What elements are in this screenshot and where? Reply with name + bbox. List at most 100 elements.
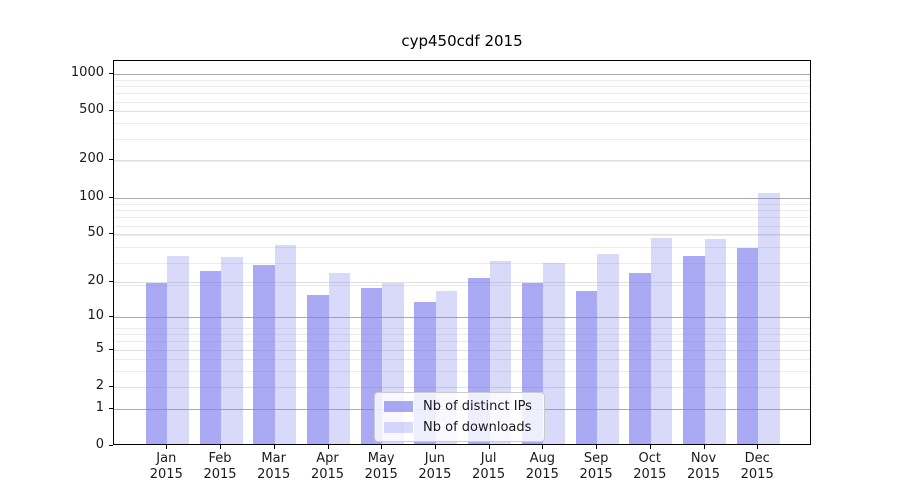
distinct-ips-swatch-icon: [384, 401, 413, 412]
x-tick-year: 2015: [686, 467, 721, 482]
y-tick-label-5: 5: [95, 340, 104, 356]
bar-jan-distinct-ips: [145, 282, 168, 444]
bar-jan-downloads: [167, 255, 189, 444]
x-tick-month: Sep: [583, 451, 609, 466]
y-tick-mark: [109, 110, 113, 112]
x-tick-label-nov: Nov 2015: [676, 451, 732, 483]
x-tick-mark: [166, 445, 168, 449]
x-tick-mark: [649, 445, 651, 449]
bar-oct-downloads: [650, 237, 673, 444]
minor-gridline: [114, 247, 810, 249]
y-tick-label-1: 1: [95, 399, 104, 415]
bar-dec-distinct-ips: [736, 248, 759, 444]
y-tick-mark: [109, 385, 113, 387]
y-tick-mark: [109, 159, 113, 161]
minor-gridline: [114, 93, 810, 95]
gridline-200: [114, 160, 810, 162]
y-tick-mark: [109, 72, 113, 74]
x-tick-label-may: May 2015: [353, 451, 409, 483]
x-tick-label-apr: Apr 2015: [300, 451, 356, 483]
gridline-100: [114, 197, 810, 199]
bar-nov-downloads: [704, 239, 726, 444]
x-tick-month: Apr: [316, 451, 339, 466]
x-tick-mark: [596, 445, 598, 449]
x-tick-year: 2015: [257, 467, 291, 482]
minor-gridline: [114, 359, 810, 361]
x-tick-label-dec: Dec 2015: [729, 451, 785, 483]
x-tick-year: 2015: [310, 467, 345, 482]
minor-gridline: [114, 341, 810, 343]
legend-item-distinct-ips: Nb of distinct IPs: [384, 398, 532, 415]
x-tick-mark: [434, 445, 436, 449]
bar-feb-distinct-ips: [199, 270, 221, 444]
x-tick-month: Dec: [744, 451, 770, 466]
x-tick-month: Mar: [261, 451, 286, 466]
x-tick-month: Jul: [480, 451, 497, 466]
minor-gridline: [114, 203, 810, 205]
minor-gridline: [114, 262, 810, 264]
x-tick-year: 2015: [525, 467, 559, 482]
gridline-10: [114, 316, 810, 318]
bar-sep-downloads: [597, 254, 619, 444]
y-tick-mark: [109, 348, 113, 350]
minor-gridline: [114, 79, 810, 81]
gridline-50: [114, 234, 810, 236]
y-tick-label-100: 100: [79, 188, 104, 204]
x-tick-month: Oct: [638, 451, 662, 466]
minor-gridline: [114, 217, 810, 219]
x-tick-mark: [381, 445, 383, 449]
x-tick-mark: [327, 445, 329, 449]
bar-dec-downloads: [758, 192, 780, 444]
gridline-1000: [114, 73, 810, 75]
x-tick-mark: [220, 445, 221, 449]
minor-gridline: [114, 371, 810, 373]
minor-gridline: [114, 101, 810, 103]
x-tick-year: 2015: [740, 467, 774, 482]
y-tick-mark: [109, 445, 113, 446]
x-tick-month: May: [367, 451, 395, 466]
minor-gridline: [114, 225, 810, 227]
legend-label-downloads: Nb of downloads: [423, 420, 532, 435]
bar-nov-distinct-ips: [683, 255, 705, 444]
y-tick-mark: [109, 315, 113, 317]
x-tick-mark: [757, 445, 759, 449]
gridline-20: [114, 282, 810, 283]
gridline-5: [114, 349, 810, 351]
bar-feb-downloads: [221, 257, 243, 444]
x-tick-label-jan: Jan 2015: [138, 451, 194, 483]
legend: Nb of distinct IPs Nb of downloads: [374, 392, 545, 442]
y-tick-label-2: 2: [95, 377, 104, 393]
x-tick-mark: [703, 445, 705, 449]
y-tick-mark: [109, 233, 113, 235]
minor-gridline: [114, 86, 810, 87]
legend-label-distinct-ips: Nb of distinct IPs: [423, 399, 532, 414]
x-tick-label-oct: Oct 2015: [622, 451, 678, 483]
x-tick-mark: [488, 445, 490, 449]
x-tick-year: 2015: [633, 467, 667, 482]
y-tick-mark: [109, 407, 113, 409]
y-tick-label-0: 0: [95, 437, 104, 452]
x-tick-label-jun: Jun 2015: [407, 451, 463, 483]
x-tick-year: 2015: [472, 467, 506, 482]
minor-gridline: [114, 138, 810, 140]
x-tick-year: 2015: [364, 467, 398, 482]
y-tick-mark: [109, 281, 113, 282]
minor-gridline: [114, 327, 810, 329]
x-tick-label-jul: Jul 2015: [461, 451, 517, 483]
downloads-swatch-icon: [384, 422, 413, 433]
x-tick-month: Jun: [424, 451, 446, 466]
x-tick-month: Nov: [690, 451, 717, 466]
x-tick-year: 2015: [149, 467, 183, 482]
chart-title: cyp450cdf 2015: [401, 32, 523, 50]
x-tick-mark: [542, 445, 544, 449]
gridline-500: [114, 111, 810, 113]
bar-apr-distinct-ips: [307, 294, 329, 444]
x-tick-label-sep: Sep 2015: [568, 451, 624, 483]
x-tick-month: Feb: [208, 451, 232, 466]
y-tick-label-20: 20: [87, 273, 104, 288]
bar-mar-distinct-ips: [253, 264, 275, 444]
x-tick-mark: [273, 445, 275, 449]
minor-gridline: [114, 284, 810, 286]
bar-mar-downloads: [274, 245, 297, 444]
bar-sep-distinct-ips: [575, 291, 598, 444]
